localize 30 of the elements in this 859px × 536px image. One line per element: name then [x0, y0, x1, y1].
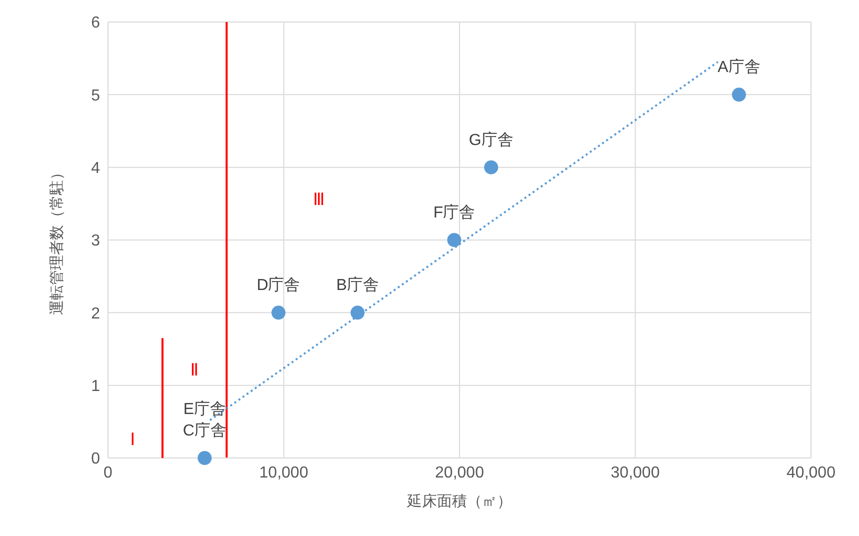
- point: [484, 160, 498, 174]
- data-label: G庁舎: [468, 130, 514, 149]
- data-label: D庁舎: [256, 276, 300, 294]
- y-tick-label: 1: [91, 378, 100, 396]
- annotation: E庁舎: [183, 400, 226, 418]
- y-tick-label: 4: [91, 160, 100, 178]
- x-axis-title: 延床面積（㎡）: [406, 493, 512, 510]
- y-tick-label: 3: [91, 232, 100, 250]
- point: [447, 233, 462, 247]
- x-tick-label: 30,000: [610, 464, 660, 482]
- x-tick-label: 40,000: [786, 464, 836, 482]
- point: [198, 451, 212, 465]
- data-label: F庁舎: [433, 203, 476, 222]
- x-tick-label: 20,000: [435, 464, 484, 482]
- y-tick-label: 6: [91, 14, 100, 32]
- data-label: B庁舎: [336, 276, 379, 294]
- annotation: Ⅱ: [190, 360, 199, 380]
- y-axis-title: 運転管理者数（常駐）: [48, 165, 66, 315]
- y-tick-label: 5: [91, 87, 100, 104]
- x-tick-label: 0: [104, 464, 113, 482]
- data-label: C庁舎: [182, 421, 226, 440]
- y-tick-label: 0: [91, 450, 100, 468]
- data-label: A庁舎: [718, 58, 760, 76]
- point: [271, 306, 286, 320]
- annotation: Ⅰ: [130, 430, 136, 450]
- x-tick-label: 10,000: [259, 464, 308, 482]
- point: [350, 306, 365, 320]
- annotation: Ⅲ: [313, 190, 325, 210]
- point: [732, 88, 746, 102]
- y-tick-label: 2: [91, 305, 100, 322]
